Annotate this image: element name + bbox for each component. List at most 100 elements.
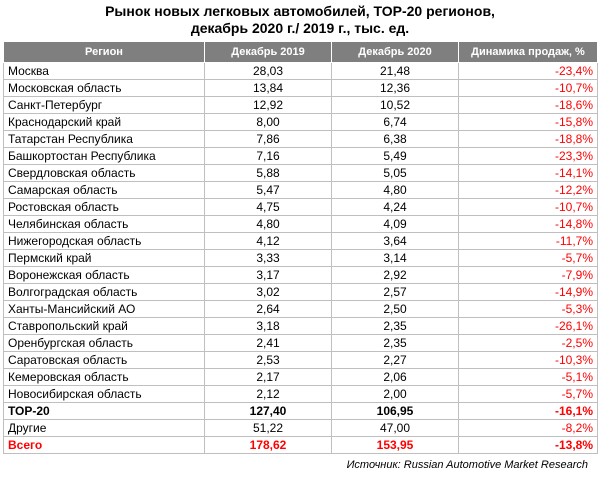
cell-dynamics: -15,8%	[458, 113, 598, 131]
cell-dec-2019: 4,80	[204, 215, 332, 233]
title-line-2: декабрь 2020 г./ 2019 г., тыс. ед.	[190, 20, 410, 36]
cell-region: Кемеровская область	[3, 368, 205, 386]
cell-region: Воронежская область	[3, 266, 205, 284]
cell-dec-2020: 2,00	[331, 385, 459, 403]
cell-dec-2020: 5,49	[331, 147, 459, 165]
cell-dynamics: -14,1%	[458, 164, 598, 182]
cell-dynamics: -12,2%	[458, 181, 598, 199]
cell-dec-2020: 47,00	[331, 419, 459, 437]
cell-dec-2019: 3,02	[204, 283, 332, 301]
cell-dec-2020: 2,35	[331, 334, 459, 352]
table-row: Челябинская область 4,80 4,09 -14,8%	[3, 215, 598, 233]
cell-dynamics: -18,8%	[458, 130, 598, 148]
table-row: Волгоградская область 3,02 2,57 -14,9%	[3, 283, 598, 301]
cell-dynamics: -16,1%	[458, 402, 598, 420]
table-row: Москва 28,03 21,48 -23,4%	[3, 62, 598, 80]
header-region: Регион	[3, 41, 205, 63]
cell-dynamics: -5,3%	[458, 300, 598, 318]
cell-dec-2020: 5,05	[331, 164, 459, 182]
table-row: Пермский край 3,33 3,14 -5,7%	[3, 249, 598, 267]
table-row: Ростовская область 4,75 4,24 -10,7%	[3, 198, 598, 216]
cell-dec-2019: 178,62	[204, 436, 332, 454]
table-row: Ставропольский край 3,18 2,35 -26,1%	[3, 317, 598, 335]
cell-dynamics: -5,7%	[458, 249, 598, 267]
cell-dec-2020: 3,64	[331, 232, 459, 250]
table-row: Воронежская область 3,17 2,92 -7,9%	[3, 266, 598, 284]
cell-region: Самарская область	[3, 181, 205, 199]
cell-dec-2020: 4,09	[331, 215, 459, 233]
cell-dec-2019: 8,00	[204, 113, 332, 131]
cell-dynamics: -11,7%	[458, 232, 598, 250]
cell-dynamics: -14,8%	[458, 215, 598, 233]
cell-dynamics: -5,1%	[458, 368, 598, 386]
cell-dec-2019: 51,22	[204, 419, 332, 437]
cell-region: Нижегородская область	[3, 232, 205, 250]
cell-region: Ханты-Мансийский АО	[3, 300, 205, 318]
cell-region: Ставропольский край	[3, 317, 205, 335]
cell-dec-2019: 3,33	[204, 249, 332, 267]
top20-row: ТОР-20 127,40 106,95 -16,1%	[3, 402, 598, 420]
cell-dec-2020: 6,74	[331, 113, 459, 131]
others-row: Другие 51,22 47,00 -8,2%	[3, 419, 598, 437]
total-row: Всего 178,62 153,95 -13,8%	[3, 436, 598, 454]
cell-dynamics: -10,7%	[458, 198, 598, 216]
cell-dynamics: -18,6%	[458, 96, 598, 114]
cell-dec-2020: 2,92	[331, 266, 459, 284]
cell-dynamics: -10,7%	[458, 79, 598, 97]
header-dec-2019: Декабрь 2019	[204, 41, 332, 63]
cell-region: Санкт-Петербург	[3, 96, 205, 114]
cell-dec-2020: 21,48	[331, 62, 459, 80]
cell-dec-2019: 3,17	[204, 266, 332, 284]
cell-dec-2020: 2,57	[331, 283, 459, 301]
cell-dec-2019: 7,86	[204, 130, 332, 148]
table-row: Саратовская область 2,53 2,27 -10,3%	[3, 351, 598, 369]
table-row: Ханты-Мансийский АО 2,64 2,50 -5,3%	[3, 300, 598, 318]
cell-region: ТОР-20	[3, 402, 205, 420]
cell-region: Пермский край	[3, 249, 205, 267]
cell-dec-2020: 2,27	[331, 351, 459, 369]
table-row: Нижегородская область 4,12 3,64 -11,7%	[3, 232, 598, 250]
cell-dynamics: -2,5%	[458, 334, 598, 352]
cell-region: Волгоградская область	[3, 283, 205, 301]
cell-dec-2020: 10,52	[331, 96, 459, 114]
source-note: Источник: Russian Automotive Market Rese…	[346, 459, 588, 471]
cell-region: Челябинская область	[3, 215, 205, 233]
cell-dynamics: -7,9%	[458, 266, 598, 284]
table-row: Самарская область 5,47 4,80 -12,2%	[3, 181, 598, 199]
cell-dec-2019: 2,64	[204, 300, 332, 318]
cell-dec-2020: 3,14	[331, 249, 459, 267]
cell-dec-2020: 106,95	[331, 402, 459, 420]
cell-dynamics: -14,9%	[458, 283, 598, 301]
table-row: Краснодарский край 8,00 6,74 -15,8%	[3, 113, 598, 131]
cell-dec-2019: 2,53	[204, 351, 332, 369]
table-row: Башкортостан Республика 7,16 5,49 -23,3%	[3, 147, 598, 165]
table-row: Новосибирская область 2,12 2,00 -5,7%	[3, 385, 598, 403]
header-dynamics: Динамика продаж, %	[458, 41, 598, 63]
cell-dec-2019: 2,12	[204, 385, 332, 403]
cell-dec-2020: 153,95	[331, 436, 459, 454]
table-header-row: Регион Декабрь 2019 Декабрь 2020 Динамик…	[3, 41, 598, 63]
cell-region: Новосибирская область	[3, 385, 205, 403]
table-row: Московская область 13,84 12,36 -10,7%	[3, 79, 598, 97]
cell-dec-2019: 2,17	[204, 368, 332, 386]
cell-dec-2020: 4,24	[331, 198, 459, 216]
cell-dec-2019: 127,40	[204, 402, 332, 420]
cell-region: Московская область	[3, 79, 205, 97]
cell-region: Другие	[3, 419, 205, 437]
table-row: Санкт-Петербург 12,92 10,52 -18,6%	[3, 96, 598, 114]
cell-dynamics: -23,4%	[458, 62, 598, 80]
cell-region: Всего	[3, 436, 205, 454]
cell-dynamics: -13,8%	[458, 436, 598, 454]
table-row: Кемеровская область 2,17 2,06 -5,1%	[3, 368, 598, 386]
cell-dynamics: -10,3%	[458, 351, 598, 369]
header-dec-2020: Декабрь 2020	[331, 41, 459, 63]
cell-region: Оренбургская область	[3, 334, 205, 352]
cell-dec-2019: 5,47	[204, 181, 332, 199]
cell-region: Саратовская область	[3, 351, 205, 369]
cell-dec-2019: 28,03	[204, 62, 332, 80]
page-title: Рынок новых легковых автомобилей, ТОР-20…	[0, 0, 600, 41]
sales-table: Регион Декабрь 2019 Декабрь 2020 Динамик…	[3, 41, 598, 454]
cell-region: Башкортостан Республика	[3, 147, 205, 165]
cell-dec-2020: 2,06	[331, 368, 459, 386]
cell-dec-2020: 6,38	[331, 130, 459, 148]
